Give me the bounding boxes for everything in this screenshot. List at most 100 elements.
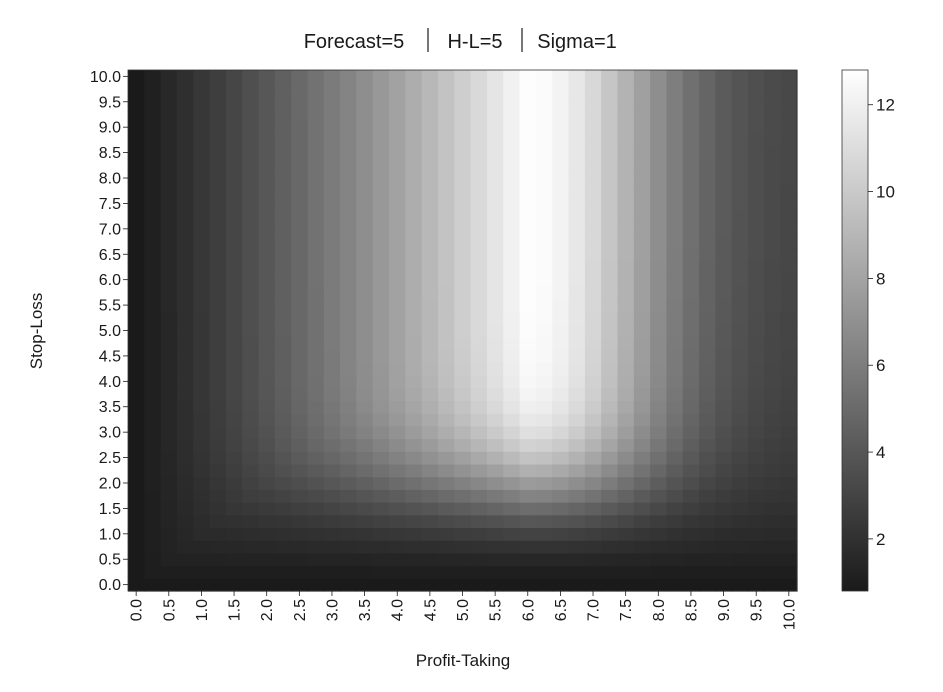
heatmap-cell [650, 311, 668, 325]
heatmap-cell [519, 578, 537, 592]
x-tick-label: 5.5 [488, 599, 505, 621]
heatmap-cell [486, 540, 504, 554]
heatmap-cell [454, 247, 472, 262]
heatmap-cell [242, 514, 260, 529]
heatmap-cell [699, 578, 717, 592]
heatmap-cell [307, 273, 325, 287]
y-tick-label: 6.0 [99, 272, 121, 289]
heatmap-cell [519, 273, 537, 287]
heatmap-cell [193, 438, 211, 452]
heatmap-cell [666, 438, 684, 452]
heatmap-cell [633, 374, 651, 389]
heatmap-cell [291, 451, 309, 465]
heatmap-cell [323, 133, 341, 147]
heatmap-cell [503, 146, 521, 160]
heatmap-cell [340, 273, 358, 287]
heatmap-cell [144, 387, 162, 401]
heatmap-cell [242, 171, 260, 185]
heatmap-cell [274, 552, 292, 567]
heatmap-cell [715, 336, 733, 351]
heatmap-cell [438, 527, 455, 541]
heatmap-cell [356, 273, 374, 287]
heatmap-cell [486, 120, 504, 135]
heatmap-cell [748, 298, 765, 313]
heatmap-cell [535, 286, 553, 300]
heatmap-cell [666, 120, 684, 135]
heatmap-cell [291, 273, 309, 287]
heatmap-cell [780, 502, 798, 516]
heatmap-cell [617, 578, 635, 592]
heatmap-cell [225, 387, 243, 401]
heatmap-cell [258, 158, 276, 173]
heatmap-cell [258, 171, 276, 185]
heatmap-cell [307, 171, 325, 185]
heatmap-cell [193, 527, 211, 541]
heatmap-cell [486, 336, 504, 351]
heatmap-cell [291, 311, 309, 325]
heatmap-cell [176, 120, 194, 135]
heatmap-cell [372, 463, 390, 478]
heatmap-cell [519, 133, 537, 147]
heatmap-cell [340, 158, 358, 173]
heatmap-cell [470, 260, 488, 274]
heatmap-cell [699, 146, 717, 160]
heatmap-cell [650, 476, 668, 490]
heatmap-cell [715, 260, 733, 274]
heatmap-cell [601, 400, 619, 414]
heatmap-cell [470, 349, 488, 363]
heatmap-cell [470, 273, 488, 287]
heatmap-cell [568, 286, 586, 300]
heatmap-cell [486, 362, 504, 376]
x-tick-label: 10.0 [781, 599, 798, 630]
heatmap-cell [340, 349, 358, 363]
heatmap-cell [307, 108, 325, 122]
heatmap-cell [160, 286, 178, 300]
heatmap-cell [715, 273, 733, 287]
heatmap-cell [633, 349, 651, 363]
heatmap-cell [731, 387, 749, 401]
heatmap-cell [356, 387, 374, 401]
heatmap-cell [552, 438, 570, 452]
heatmap-cell [552, 514, 570, 529]
heatmap-cell [731, 400, 749, 414]
y-tick-label: 8.0 [99, 171, 121, 188]
heatmap-cell [421, 374, 439, 389]
heatmap-cell [242, 260, 260, 274]
heatmap-cell [193, 463, 211, 478]
heatmap-cell [666, 146, 684, 160]
heatmap-cell [633, 273, 651, 287]
heatmap-cell [438, 489, 455, 503]
heatmap-cell [764, 324, 782, 338]
heatmap-cell [486, 209, 504, 224]
x-tick-label: 0.0 [129, 599, 146, 621]
heatmap-cell [128, 413, 145, 427]
heatmap-cell [438, 286, 455, 300]
heatmap-cell [225, 502, 243, 516]
heatmap-cell [519, 425, 537, 440]
heatmap-cell [715, 514, 733, 529]
heatmap-cell [372, 578, 390, 592]
heatmap-cell [731, 146, 749, 160]
heatmap-cell [176, 527, 194, 541]
heatmap-cell [356, 451, 374, 465]
heatmap-cell [535, 158, 553, 173]
heatmap-cell [209, 565, 227, 579]
heatmap-cell [307, 349, 325, 363]
heatmap-cell [372, 108, 390, 122]
heatmap-cell [699, 120, 717, 135]
heatmap-cell [438, 70, 455, 84]
heatmap-cell [421, 578, 439, 592]
heatmap-cell [389, 489, 406, 503]
heatmap-cell [503, 425, 521, 440]
heatmap-cell [176, 374, 194, 389]
heatmap-cell [323, 489, 341, 503]
heatmap-cell [389, 273, 406, 287]
heatmap-cell [176, 146, 194, 160]
heatmap-cell [144, 197, 162, 211]
heatmap-cell [389, 387, 406, 401]
heatmap-cell [421, 120, 439, 135]
heatmap-cell [421, 298, 439, 313]
heatmap-cell [176, 70, 194, 84]
heatmap-cell [225, 209, 243, 224]
heatmap-cell [356, 120, 374, 135]
